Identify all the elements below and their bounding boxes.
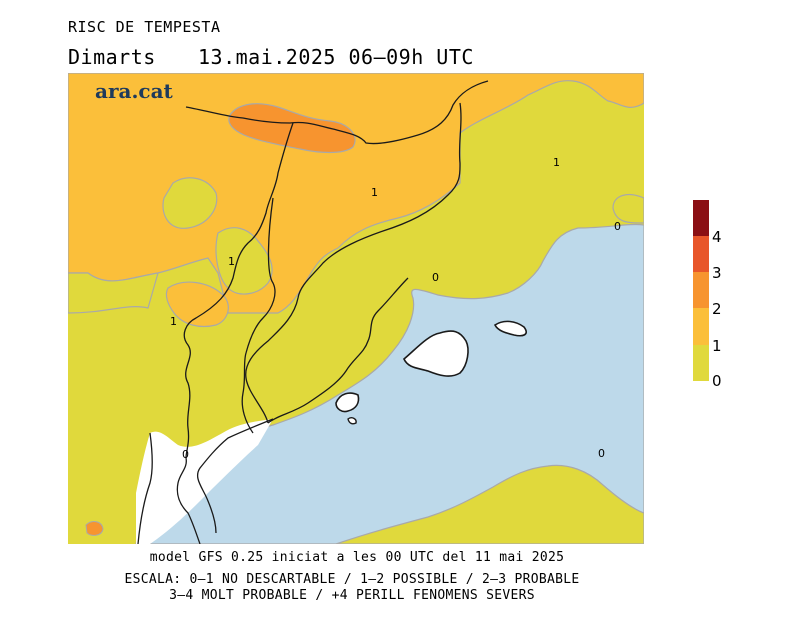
forecast-day: Dimarts bbox=[68, 45, 156, 69]
menorca-island bbox=[493, 320, 528, 337]
no-data-zone bbox=[136, 419, 273, 544]
risk-zone-0-1-south bbox=[335, 464, 644, 544]
risk-zone-1-2-south bbox=[165, 281, 229, 328]
risk-zone-0-1-sw bbox=[68, 272, 159, 314]
storm-risk-map: 1 1 1 1 0 0 0 0 ara.cat bbox=[68, 73, 644, 544]
contour-label: 1 bbox=[553, 156, 560, 169]
risk-zone-1-2-north bbox=[68, 73, 644, 314]
contour-label: 0 bbox=[432, 271, 439, 284]
legend-label-0: 0 bbox=[712, 372, 722, 390]
legend-label-2: 2 bbox=[712, 300, 722, 318]
legend-swatch-2-3 bbox=[693, 272, 709, 308]
risk-zone-1-2-dot bbox=[85, 521, 104, 536]
contour-label: 0 bbox=[182, 448, 189, 461]
map-title: RISC DE TEMPESTA bbox=[68, 18, 221, 36]
legend-swatch-0-1 bbox=[693, 345, 709, 381]
legend-label-3: 3 bbox=[712, 264, 722, 282]
legend-swatch-4plus bbox=[693, 200, 709, 236]
contour-label: 0 bbox=[614, 220, 621, 233]
mallorca-island bbox=[403, 330, 469, 377]
risk-zone-0-1-east bbox=[612, 194, 644, 224]
ibiza-island bbox=[335, 392, 360, 413]
model-caption: model GFS 0.25 iniciat a les 00 UTC del … bbox=[149, 550, 565, 565]
legend-swatch-1-2 bbox=[693, 308, 709, 345]
brand-logo: ara.cat bbox=[95, 79, 174, 103]
contour-label: 1 bbox=[228, 255, 235, 268]
borders bbox=[137, 80, 489, 544]
scale-caption-line1: ESCALA: 0–1 NO DESCARTABLE / 1–2 POSSIBL… bbox=[124, 572, 580, 587]
formentera-island bbox=[347, 417, 357, 425]
legend-swatch-3-4 bbox=[693, 236, 709, 272]
risk-zone-0-1-inlet bbox=[162, 177, 218, 229]
risk-zone-0-1-valley bbox=[215, 227, 273, 295]
risk-color-legend bbox=[693, 200, 709, 381]
legend-label-4: 4 bbox=[712, 228, 722, 246]
contour-label: 1 bbox=[371, 186, 378, 199]
legend-label-1: 1 bbox=[712, 337, 722, 355]
contour-label: 1 bbox=[170, 315, 177, 328]
scale-caption-line2: 3–4 MOLT PROBABLE / +4 PERILL FENOMENS S… bbox=[169, 588, 535, 603]
forecast-datetime: 13.mai.2025 06–09h UTC bbox=[198, 45, 474, 69]
contour-label: 0 bbox=[598, 447, 605, 460]
